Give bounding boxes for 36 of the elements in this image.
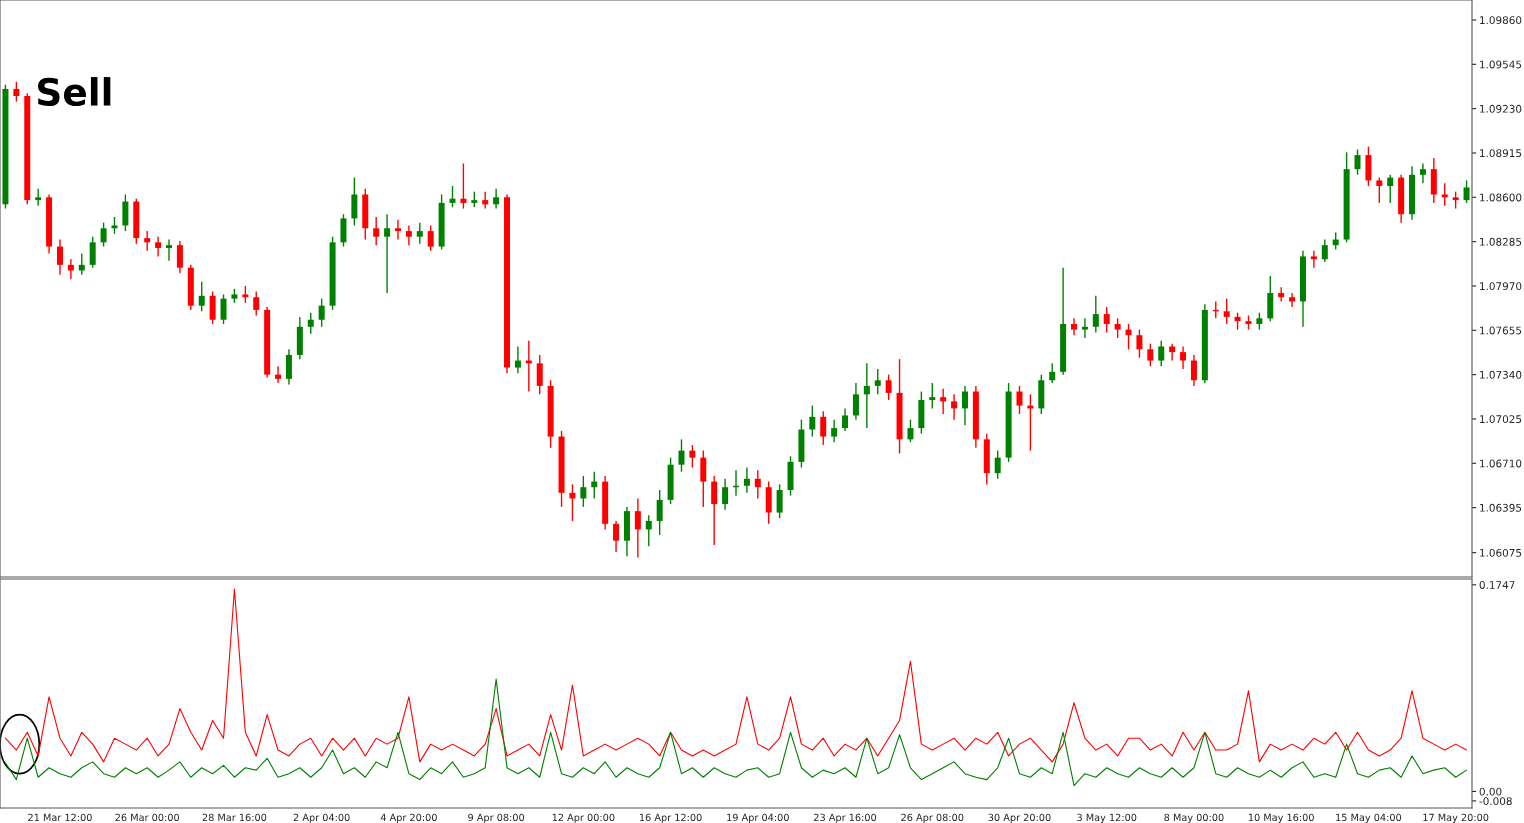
y-tick-label: 1.08600 (1480, 193, 1522, 202)
y-tick-label: 0.1747 (1479, 581, 1515, 589)
x-tick-label: 21 Mar 12:00 (28, 813, 92, 822)
annotation: Sell (38, 77, 111, 107)
y-tick-label: 1.08285 (1480, 237, 1522, 246)
x-tick-label: 17 May 20:00 (1423, 813, 1489, 823)
x-tick-label: 28 Mar 16:00 (202, 813, 267, 822)
x-tick-label: 8 May 00:00 (1164, 813, 1224, 823)
x-tick-label: 4 Apr 20:00 (380, 813, 437, 823)
y-tick-label: 1.07340 (1480, 370, 1522, 379)
x-tick-label: 15 May 04:00 (1336, 813, 1402, 823)
x-tick-label: 9 Apr 08:00 (468, 813, 525, 823)
x-tick-label: 26 Apr 08:00 (901, 813, 964, 823)
y-tick-label: -0.008 (1479, 797, 1512, 806)
x-tick-label: 10 May 16:00 (1248, 813, 1314, 823)
x-tick-label: 3 May 12:00 (1077, 813, 1137, 823)
y-tick-label: 1.06710 (1480, 459, 1522, 468)
y-tick-label: 1.08915 (1480, 149, 1522, 158)
x-tick-label: 16 Apr 12:00 (639, 813, 702, 823)
y-tick-label: 1.09545 (1480, 60, 1522, 69)
y-tick-label: 1.07970 (1480, 282, 1522, 291)
y-tick-label: 1.09860 (1480, 16, 1522, 25)
y-tick-label: 1.09230 (1480, 104, 1522, 113)
y-tick-label: 1.07655 (1480, 326, 1522, 335)
x-tick-label: 26 Mar 00:00 (115, 813, 180, 822)
y-tick-label: 1.06395 (1480, 503, 1522, 512)
x-tick-label: 19 Apr 04:00 (727, 813, 789, 823)
line-series (4, 678, 1468, 787)
x-tick-label: 30 Apr 20:00 (988, 813, 1051, 823)
x-tick-label: 23 Apr 16:00 (814, 813, 877, 823)
line-series (4, 588, 1468, 763)
y-tick-label: 1.06075 (1480, 548, 1522, 557)
y-tick-label: 0.00 (1479, 787, 1502, 796)
x-tick-label: 12 Apr 00:00 (552, 813, 615, 823)
x-tick-label: 2 Apr 04:00 (293, 813, 350, 823)
y-tick-label: 1.07025 (1480, 415, 1522, 424)
